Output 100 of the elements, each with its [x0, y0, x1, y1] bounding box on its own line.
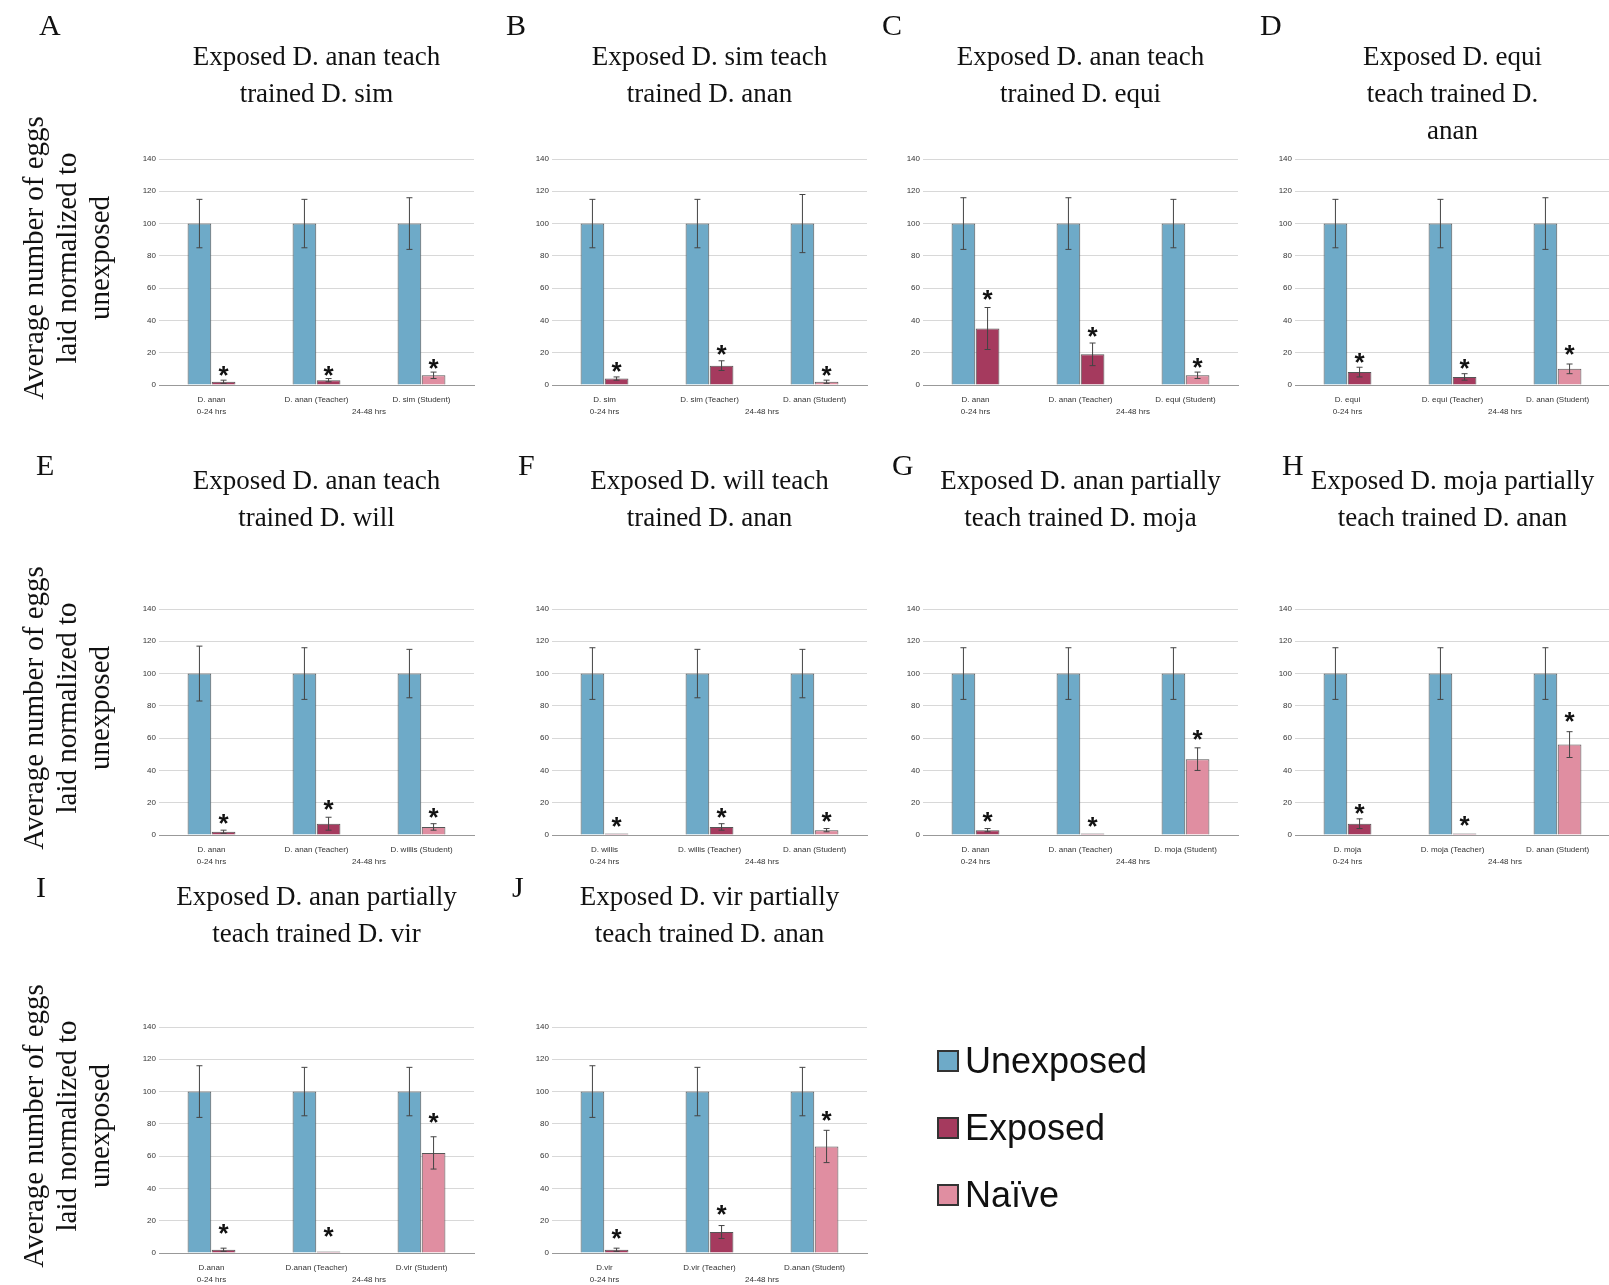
y-tick-label: 60 [911, 283, 921, 293]
y-axis-title: Average number of eggs laid normalized to unexposed [16, 565, 116, 852]
text: D [1260, 8, 1282, 42]
text: 0-24 hrs [960, 407, 991, 417]
annotation: * [1459, 353, 1471, 384]
y-tick-label: 80 [147, 1119, 157, 1129]
x-tick-label: D.vir (Student) [395, 1263, 448, 1272]
text: C [882, 8, 903, 42]
y-tick-label: 20 [540, 1215, 550, 1225]
y-tick-label: 0 [1287, 380, 1293, 390]
x-tick-label: D. anan (Student) [782, 845, 847, 854]
chart-title: Exposed D. vir partially teach trained D. anan [578, 880, 841, 950]
x-tick-label: D. anan (Student) [782, 395, 847, 404]
annotation: * [323, 359, 335, 390]
x-tick-label: D. willis [590, 845, 619, 854]
x-tick-label: D. anan (Teacher) [1048, 845, 1113, 854]
y-tick-label: 80 [1283, 251, 1293, 261]
x-tick-label: D. anan [197, 845, 226, 854]
x-tick-label: D.anan (Student) [784, 1263, 846, 1272]
text: 24-48 hrs [745, 857, 779, 867]
annotation: * [716, 1198, 728, 1229]
legend-label: Naïve [965, 1173, 1060, 1216]
annotation: * [428, 353, 440, 384]
annotation: * [611, 811, 623, 842]
y-tick-label: 60 [1283, 733, 1293, 743]
y-tick-label: 140 [142, 154, 157, 164]
y-tick-label: 0 [151, 380, 157, 390]
x-tick-label: D. equi (Teacher) [1421, 395, 1484, 404]
y-tick-label: 140 [535, 1022, 550, 1032]
chart-title: Exposed D. anan partially teach trained D. vir [175, 880, 458, 950]
x-tick-label: D. moja (Teacher) [1420, 845, 1485, 854]
chart-title: Exposed D. will teach trained D. anan [589, 464, 830, 534]
y-tick-label: 40 [911, 765, 921, 775]
annotation: * [1564, 706, 1576, 737]
text: 24-48 hrs [1116, 857, 1150, 867]
y-tick-label: 40 [147, 1183, 157, 1193]
y-tick-label: 0 [915, 830, 921, 840]
y-tick-label: 140 [1278, 604, 1293, 614]
y-tick-label: 80 [911, 701, 921, 711]
text: 0-24 hrs [960, 857, 991, 867]
x-tick-label: D. willis (Student) [390, 845, 453, 854]
x-tick-label: D. anan [961, 845, 990, 854]
annotation: * [982, 806, 994, 837]
y-tick-label: 100 [1278, 218, 1293, 228]
text: B [506, 8, 527, 42]
text: 24-48 hrs [1488, 407, 1522, 417]
annotation: * [1459, 809, 1471, 840]
y-tick-label: 120 [142, 1054, 157, 1064]
y-tick-label: 100 [142, 668, 157, 678]
text: 0-24 hrs [1332, 407, 1363, 417]
annotation: * [611, 356, 623, 387]
y-tick-label: 100 [142, 1086, 157, 1096]
annotation: * [821, 806, 833, 837]
y-tick-label: 0 [151, 1248, 157, 1258]
y-tick-label: 80 [540, 701, 550, 711]
y-tick-label: 100 [1278, 668, 1293, 678]
text: 0-24 hrs [589, 407, 620, 417]
annotation: * [428, 801, 440, 832]
y-tick-label: 40 [147, 765, 157, 775]
x-tick-label: D. sim (Student) [392, 395, 451, 404]
text: 24-48 hrs [1488, 857, 1522, 867]
annotation: * [716, 801, 728, 832]
y-tick-label: 140 [906, 604, 921, 614]
y-tick-label: 0 [544, 380, 550, 390]
annotation: * [1192, 724, 1204, 755]
y-tick-label: 80 [1283, 701, 1293, 711]
text: 24-48 hrs [352, 1275, 386, 1285]
y-tick-label: 40 [1283, 315, 1293, 325]
y-tick-label: 20 [540, 347, 550, 357]
y-tick-label: 120 [535, 636, 550, 646]
legend-label: Exposed [965, 1106, 1106, 1149]
y-tick-label: 120 [535, 186, 550, 196]
x-tick-label: D. moja (Student) [1154, 845, 1218, 854]
y-tick-label: 120 [142, 186, 157, 196]
y-tick-label: 80 [911, 251, 921, 261]
annotation: * [218, 808, 230, 839]
y-axis-title: Average number of eggs laid normalized to unexposed [16, 983, 116, 1270]
y-tick-label: 0 [915, 380, 921, 390]
text: 24-48 hrs [352, 857, 386, 867]
annotation: * [716, 338, 728, 369]
y-tick-label: 0 [1287, 830, 1293, 840]
y-tick-label: 100 [535, 1086, 550, 1096]
y-tick-label: 60 [540, 733, 550, 743]
x-tick-label: D. anan (Teacher) [1048, 395, 1113, 404]
y-tick-label: 140 [1278, 154, 1293, 164]
x-tick-label: D. moja [1333, 845, 1362, 854]
y-tick-label: 120 [906, 186, 921, 196]
chart-title: Exposed D. anan teach trained D. sim [191, 40, 442, 110]
text: 0-24 hrs [589, 1275, 620, 1285]
y-tick-label: 40 [1283, 765, 1293, 775]
x-tick-label: D. willis (Teacher) [677, 845, 742, 854]
y-tick-label: 0 [151, 830, 157, 840]
text: 0-24 hrs [589, 857, 620, 867]
y-tick-label: 80 [540, 1119, 550, 1129]
annotation: * [1087, 320, 1099, 351]
chart-title: Exposed D. anan teach trained D. equi [955, 40, 1206, 110]
x-tick-label: D.vir (Teacher) [683, 1263, 737, 1272]
y-tick-label: 100 [142, 218, 157, 228]
annotation: * [982, 283, 994, 314]
y-tick-label: 120 [1278, 186, 1293, 196]
